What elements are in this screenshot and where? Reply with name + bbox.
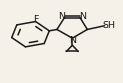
Text: F: F — [33, 15, 39, 24]
Text: N: N — [69, 36, 76, 45]
Text: N: N — [58, 12, 65, 21]
Text: N: N — [79, 12, 86, 21]
Text: SH: SH — [103, 21, 116, 30]
